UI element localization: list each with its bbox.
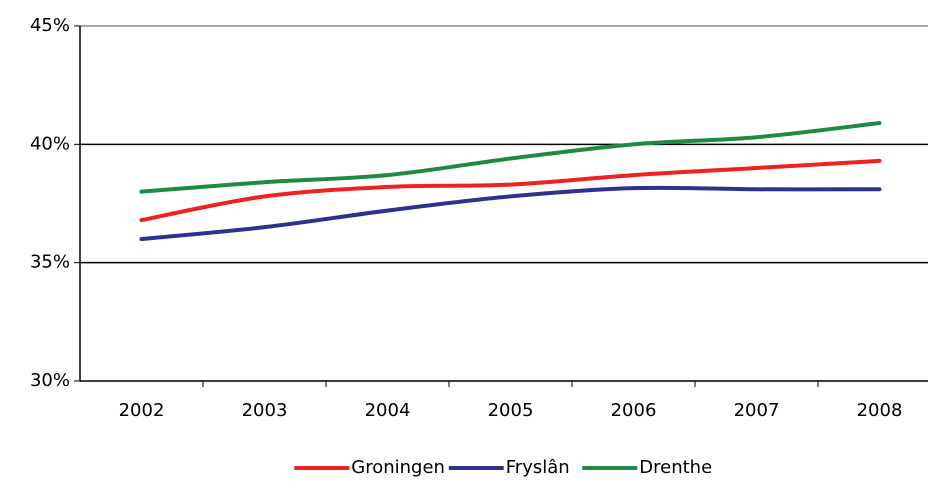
x-tick-label: 2005 — [488, 400, 534, 421]
x-tick-label: 2008 — [857, 400, 903, 421]
series-line — [139, 121, 882, 194]
x-tick-label: 2003 — [242, 400, 288, 421]
x-tick-label: 2006 — [611, 400, 657, 421]
series-line — [139, 185, 882, 241]
legend-label: Fryslân — [506, 457, 570, 478]
legend-label: Drenthe — [639, 457, 712, 478]
y-tick-label: 45% — [30, 15, 70, 36]
y-tick-label: 35% — [30, 252, 70, 273]
series-line — [139, 158, 882, 223]
y-tick-label: 30% — [30, 370, 70, 391]
y-tick-label: 40% — [30, 133, 70, 154]
legend-label: Groningen — [351, 457, 445, 478]
x-tick-label: 2002 — [119, 400, 165, 421]
x-tick-label: 2007 — [734, 400, 780, 421]
x-tick-label: 2004 — [365, 400, 411, 421]
